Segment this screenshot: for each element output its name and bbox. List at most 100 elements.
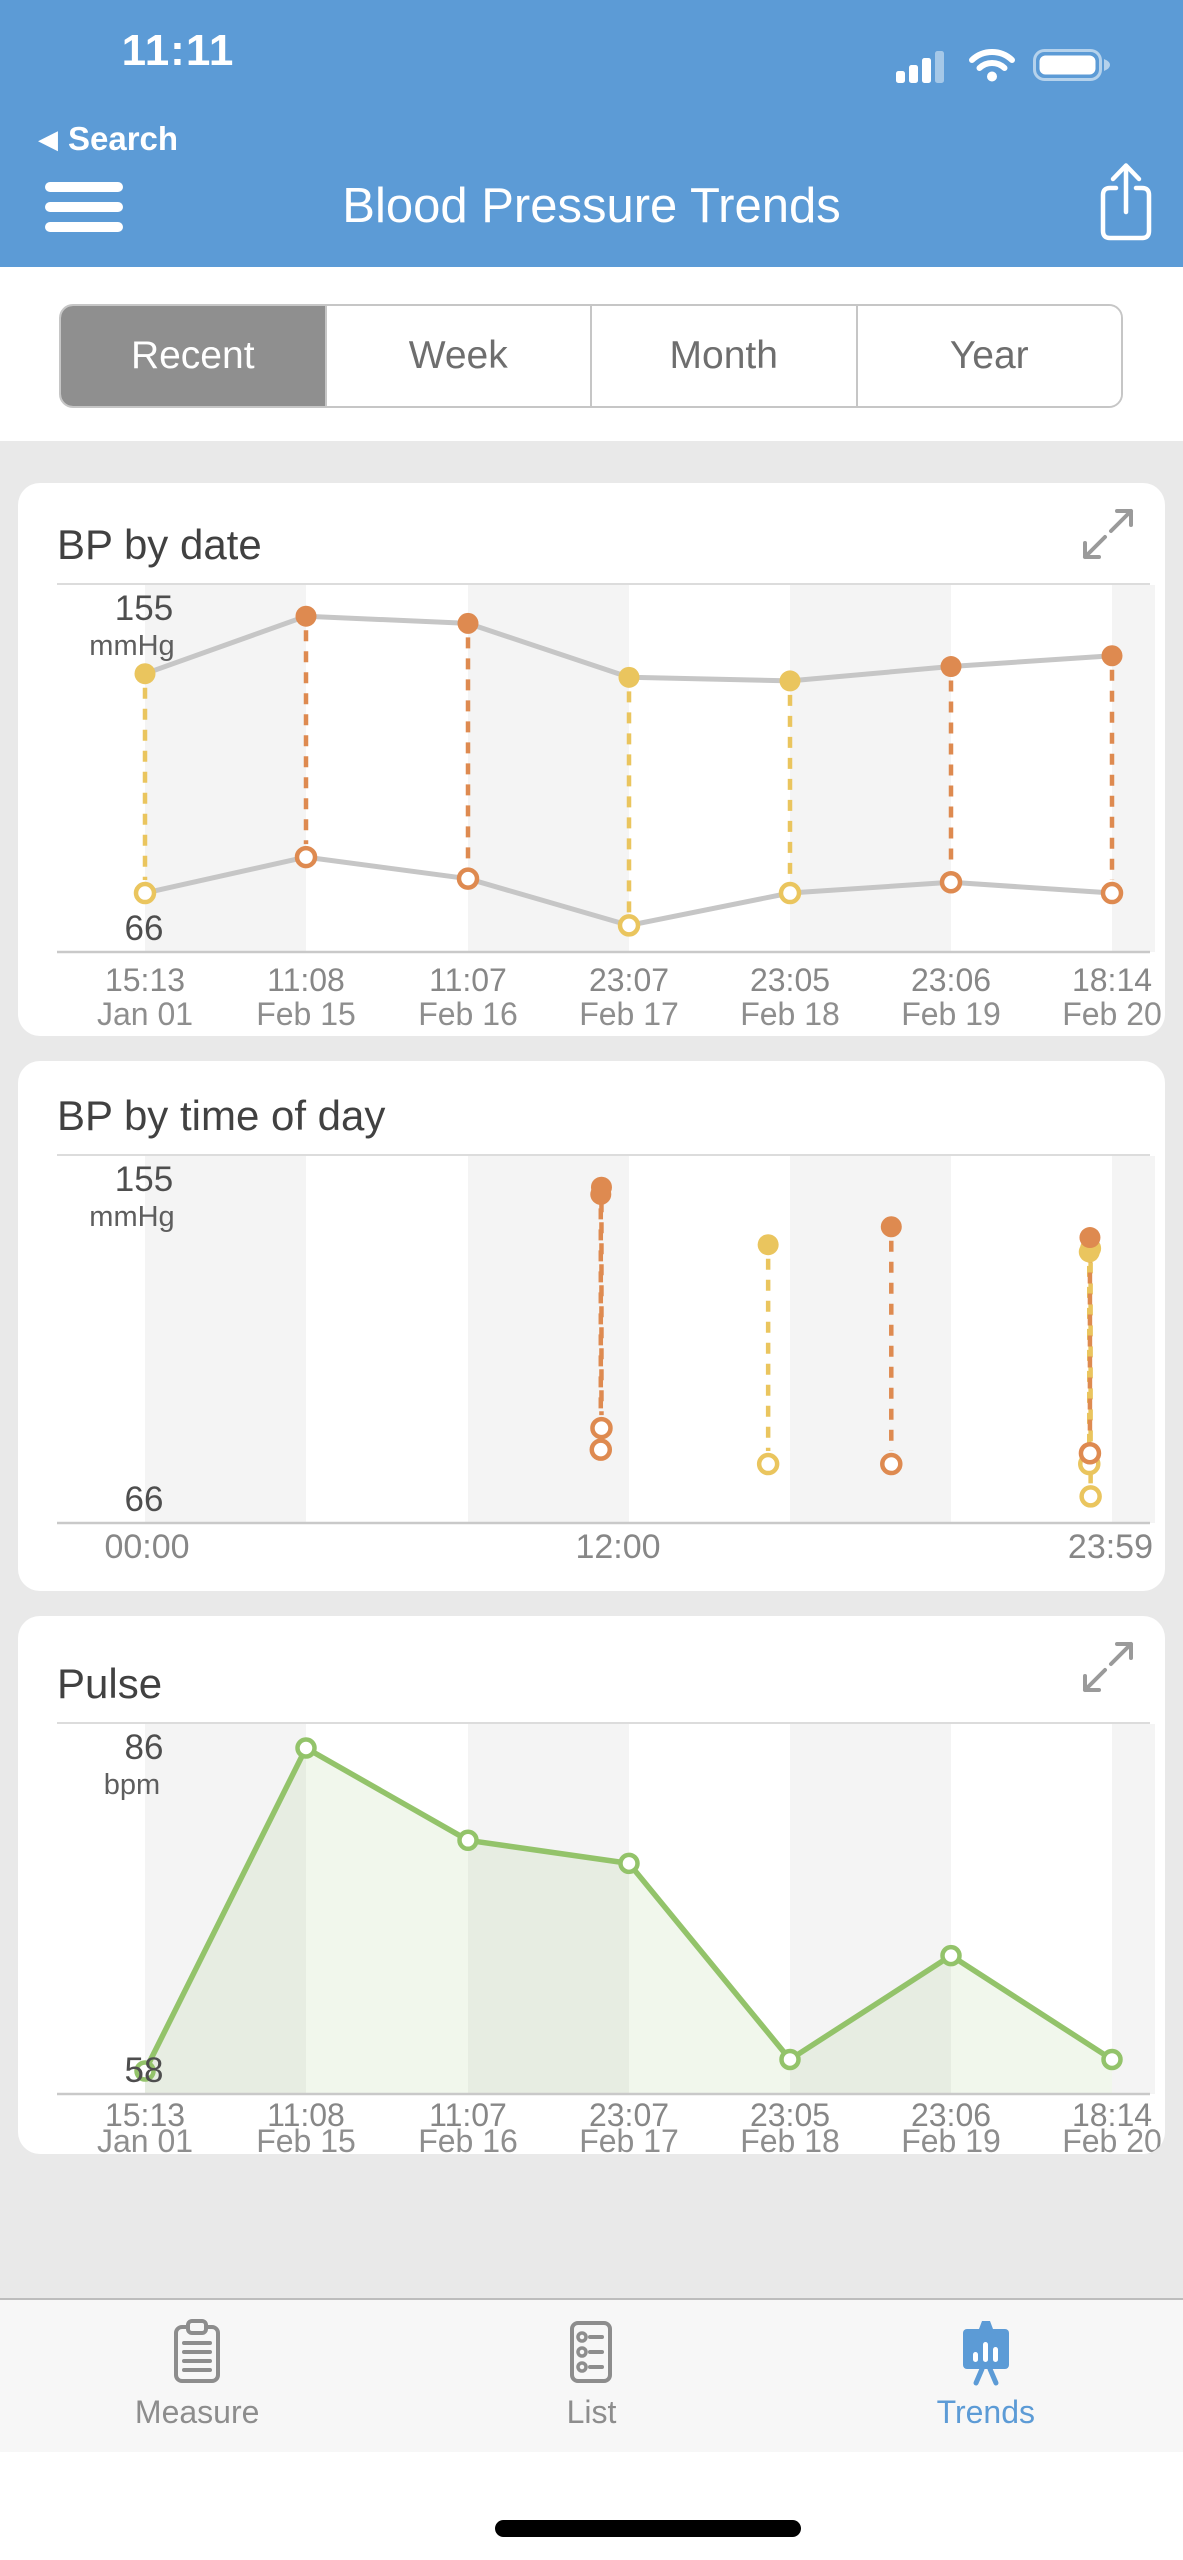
bp-by-time-card: BP by time of day 155 mmHg 66 00:00 12:00 23:… <box>18 1061 1165 1591</box>
x-axis-time-label: 11:07 <box>429 2097 507 2133</box>
x-axis-time-label: 23:07 <box>589 962 669 998</box>
diastolic-point <box>133 881 157 905</box>
segment-month[interactable]: Month <box>592 306 858 406</box>
x-axis-date-label: Feb 18 <box>740 996 840 1032</box>
expand-chart-button[interactable] <box>1079 505 1137 563</box>
back-chevron-icon: ◀ <box>38 123 58 154</box>
menu-icon <box>45 182 123 192</box>
grid-stripe <box>468 1156 629 1523</box>
tab-label: List <box>566 2394 617 2430</box>
x-axis-time-label: 23:06 <box>911 962 991 998</box>
systolic-point <box>779 670 801 692</box>
x-axis-date-label: Feb 17 <box>579 2123 679 2154</box>
tab-list[interactable]: List <box>394 2300 788 2452</box>
diastolic-point <box>1079 1485 1102 1508</box>
back-to-search-button[interactable]: ◀ Search <box>38 120 178 158</box>
card-header: BP by date <box>18 483 1165 583</box>
pulse-area-fill <box>145 1748 1112 2094</box>
x-axis-date-label: Feb 20 <box>1062 996 1162 1032</box>
diastolic-point <box>778 881 802 905</box>
diastolic-point <box>880 1452 903 1476</box>
x-axis-date-label: Jan 01 <box>97 2123 193 2154</box>
pulse-point <box>940 1944 962 1967</box>
diastolic-point <box>617 914 641 937</box>
systolic-point <box>880 1216 902 1238</box>
y-axis-unit-label: mmHg <box>89 1201 174 1233</box>
back-label: Search <box>68 120 179 157</box>
segment-year[interactable]: Year <box>857 306 1121 406</box>
systolic-point <box>457 612 479 634</box>
x-axis-time-label: 23:59 <box>1068 1528 1153 1566</box>
tab-measure[interactable]: Measure <box>0 2300 394 2452</box>
divider <box>57 1154 1150 1156</box>
y-axis-unit-label: mmHg <box>89 630 174 662</box>
segmented-control-area: Recent Week Month Year <box>0 267 1183 441</box>
wifi-icon <box>969 49 1015 82</box>
systolic-point <box>757 1234 779 1256</box>
segment-recent[interactable]: Recent <box>61 306 327 406</box>
diastolic-point <box>590 1416 613 1440</box>
x-axis-time-label: 18:14 <box>1072 962 1152 998</box>
systolic-point <box>1079 1227 1101 1249</box>
x-axis-date-label: Feb 18 <box>740 2123 840 2154</box>
expand-icon <box>1083 1642 1133 1692</box>
time-range-segmented-control: Recent Week Month Year <box>59 304 1123 408</box>
diastolic-point <box>294 845 318 869</box>
x-axis-date-label: Feb 16 <box>418 996 518 1032</box>
divider <box>57 1722 1150 1724</box>
grid-stripe <box>145 1156 306 1523</box>
home-indicator[interactable] <box>495 2520 801 2537</box>
card-header: Pulse <box>18 1616 1165 1722</box>
expand-chart-button[interactable] <box>1079 1638 1137 1696</box>
bp-by-date-card: BP by date 155 mmHg 66 15:13 Jan 01 11:08 Feb … <box>18 483 1165 1036</box>
pulse-card: Pulse 86 bpm 58 15:13 Jan 01 11:08 Feb 15 11:07… <box>18 1616 1165 2154</box>
x-axis-date-label: Feb 17 <box>579 996 679 1032</box>
chart-title: BP by time of day <box>57 1092 386 1139</box>
systolic-point <box>1101 645 1123 667</box>
grid-stripe <box>790 1156 951 1523</box>
bottom-tab-bar: Measure List Trends <box>0 2298 1183 2452</box>
trends-chart-board-icon <box>962 2321 1009 2386</box>
grid-stripe <box>1112 1724 1155 2094</box>
pulse-point <box>779 2048 801 2071</box>
x-axis-time-label: 00:00 <box>104 1528 189 1566</box>
x-axis-date-label: Feb 15 <box>256 996 356 1032</box>
y-axis-min-label: 66 <box>125 1480 164 1519</box>
diastolic-point <box>456 867 480 890</box>
systolic-point <box>590 1183 612 1205</box>
grid-stripe <box>1112 1156 1155 1523</box>
diastolic-point <box>939 871 963 894</box>
diastolic-point <box>1100 881 1124 905</box>
cellular-signal-icon <box>896 51 944 83</box>
expand-icon <box>1083 509 1133 559</box>
segment-week[interactable]: Week <box>326 306 592 406</box>
x-axis-date-label: Feb 15 <box>256 2123 356 2154</box>
pulse-point <box>295 1737 317 1759</box>
share-icon <box>1100 163 1152 241</box>
y-axis-max-label: 86 <box>125 1728 164 1767</box>
x-axis-date-label: Feb 19 <box>901 2123 1001 2154</box>
share-button[interactable] <box>1095 160 1157 249</box>
menu-button[interactable] <box>45 182 123 242</box>
x-axis-time-label: 23:05 <box>750 2097 830 2133</box>
tab-label: Measure <box>134 2394 260 2430</box>
systolic-point <box>940 656 962 678</box>
x-axis-time-label: 11:08 <box>267 2097 345 2133</box>
y-axis-min-label: 58 <box>125 2051 164 2090</box>
chart-title: Pulse <box>57 1660 163 1707</box>
y-axis-min-label: 66 <box>125 909 164 948</box>
x-axis-date-label: Jan 01 <box>97 996 193 1032</box>
tab-trends[interactable]: Trends <box>789 2300 1183 2452</box>
y-axis-max-label: 155 <box>115 1160 173 1199</box>
systolic-point <box>134 663 156 685</box>
x-axis-time-label: 15:13 <box>105 962 185 998</box>
pulse-point <box>457 1829 479 1852</box>
x-axis-time-label: 23:07 <box>589 2097 669 2133</box>
x-axis-date-label: Feb 20 <box>1062 2123 1162 2154</box>
tab-label: Trends <box>936 2394 1036 2430</box>
divider <box>57 583 1150 585</box>
x-axis-time-label: 23:05 <box>750 962 830 998</box>
